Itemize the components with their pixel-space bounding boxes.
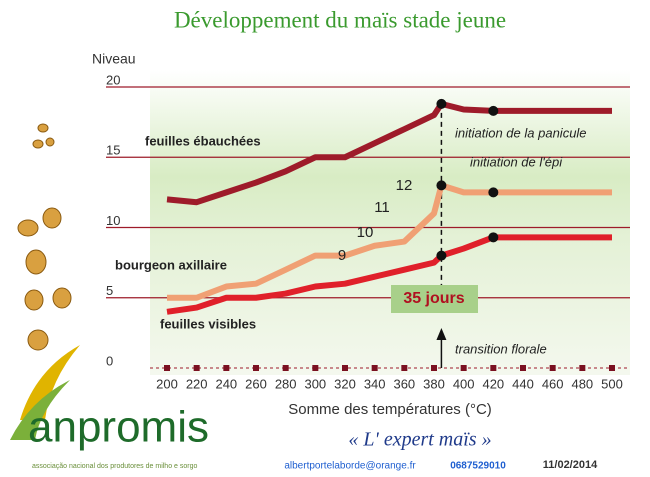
x-tick: [520, 365, 526, 371]
x-axis-label: Somme des températures (°C): [288, 401, 492, 418]
x-tick: [342, 365, 348, 371]
x-tick-label: 260: [245, 376, 267, 391]
x-tick: [401, 365, 407, 371]
x-tick: [194, 365, 200, 371]
x-tick-label: 420: [482, 376, 504, 391]
series-label: feuilles visibles: [160, 316, 256, 331]
x-tick: [372, 365, 378, 371]
annotation: 10: [357, 224, 374, 241]
annotation: transition florale: [455, 341, 547, 356]
x-tick-label: 220: [186, 376, 208, 391]
logo: anpromis: [28, 403, 209, 452]
point: [488, 187, 498, 197]
annotation: initiation de l'épi: [470, 154, 563, 169]
annotation: 35 jours: [403, 290, 464, 307]
x-tick-label: 460: [542, 376, 564, 391]
x-tick-label: 340: [364, 376, 386, 391]
slogan: « L' expert maïs »: [348, 429, 491, 451]
x-tick-label: 300: [304, 376, 326, 391]
phone: 0687529010: [450, 461, 506, 472]
x-tick: [223, 365, 229, 371]
x-tick: [283, 365, 289, 371]
annotation: 11: [374, 199, 390, 216]
x-tick-label: 380: [423, 376, 445, 391]
point: [436, 180, 446, 190]
x-tick-label: 400: [453, 376, 475, 391]
series-label: bourgeon axillaire: [115, 257, 227, 272]
x-tick: [253, 365, 259, 371]
y-tick-label: 15: [106, 143, 120, 158]
kernels: [18, 124, 71, 350]
series-label: feuilles ébauchées: [145, 133, 261, 148]
x-tick-label: 360: [393, 376, 415, 391]
y-tick-label: 0: [106, 353, 113, 368]
x-tick: [431, 365, 437, 371]
x-tick: [490, 365, 496, 371]
x-tick: [164, 365, 170, 371]
x-tick: [461, 365, 467, 371]
annotation: 12: [396, 177, 413, 194]
x-tick: [579, 365, 585, 371]
date: 11/02/2014: [543, 459, 598, 471]
y-tick-label: 10: [106, 213, 120, 228]
point: [488, 232, 498, 242]
email: albertportelaborde@orange.fr: [284, 461, 416, 472]
annotation: 9: [338, 247, 346, 264]
annotation: initiation de la panicule: [455, 125, 587, 140]
chart-title: Développement du maïs stade jeune: [174, 7, 506, 32]
x-tick-label: 200: [156, 376, 178, 391]
x-tick-label: 240: [215, 376, 237, 391]
x-tick: [312, 365, 318, 371]
logo-subtitle: associação nacional dos produtores de mi…: [32, 463, 197, 470]
slide: Développement du maïs stade jeune Niveau…: [0, 0, 650, 477]
y-axis-label: Niveau: [92, 51, 136, 67]
point: [436, 99, 446, 109]
x-tick-label: 440: [512, 376, 534, 391]
x-tick-label: 480: [571, 376, 593, 391]
point: [436, 251, 446, 261]
x-tick-label: 500: [601, 376, 623, 391]
x-tick: [550, 365, 556, 371]
x-tick-label: 280: [275, 376, 297, 391]
point: [488, 106, 498, 116]
y-tick-label: 20: [106, 72, 120, 87]
y-tick-label: 5: [106, 283, 113, 298]
x-tick: [609, 365, 615, 371]
x-tick-label: 320: [334, 376, 356, 391]
